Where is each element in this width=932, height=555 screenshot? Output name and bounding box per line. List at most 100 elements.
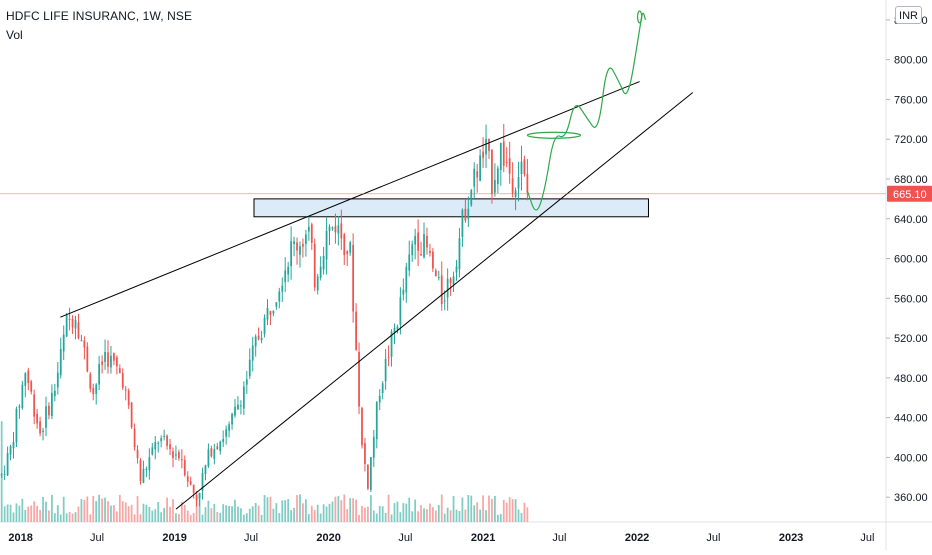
volume-bar bbox=[517, 509, 520, 522]
candle-body bbox=[381, 383, 384, 394]
candle-body bbox=[24, 373, 27, 386]
candle-body bbox=[446, 278, 449, 298]
volume-bar bbox=[434, 510, 437, 522]
volume-bar bbox=[355, 499, 357, 522]
candle-body bbox=[263, 317, 266, 335]
volume-bar bbox=[361, 505, 363, 522]
candle-body bbox=[443, 300, 446, 302]
volume-bar bbox=[343, 494, 346, 522]
volume-bar bbox=[219, 512, 222, 522]
candle-body bbox=[378, 395, 381, 403]
volume-bar bbox=[183, 504, 186, 522]
volume-bar bbox=[390, 514, 393, 522]
candle-body bbox=[517, 176, 520, 189]
volume-bar bbox=[443, 513, 446, 522]
volume-bar bbox=[30, 505, 33, 522]
candle-body bbox=[198, 492, 201, 499]
volume-bar bbox=[420, 505, 422, 522]
candle-body bbox=[101, 361, 103, 365]
time-tick-label: 2023 bbox=[779, 532, 803, 544]
candle-body bbox=[449, 278, 452, 284]
candle-body bbox=[80, 340, 83, 342]
candle-body bbox=[178, 452, 180, 459]
candle-body bbox=[431, 251, 434, 269]
volume-bar bbox=[3, 506, 6, 522]
candle-body bbox=[461, 209, 464, 238]
symbol-legend[interactable]: HDFC LIFE INSURANC, 1W, NSE bbox=[6, 9, 193, 23]
volume-bar bbox=[68, 511, 71, 522]
candle-body bbox=[272, 310, 275, 314]
candle-body bbox=[325, 230, 328, 260]
candle-body bbox=[343, 234, 346, 256]
time-tick-label: Jul bbox=[244, 532, 258, 544]
candle-body bbox=[166, 435, 168, 446]
candle-body bbox=[9, 446, 12, 455]
volume-bar bbox=[39, 510, 41, 522]
candle-body bbox=[86, 346, 89, 372]
candle-body bbox=[68, 318, 71, 320]
candle-body bbox=[53, 390, 56, 397]
candle-body bbox=[219, 441, 222, 452]
volume-bar bbox=[59, 514, 62, 522]
candle-body bbox=[110, 355, 112, 368]
currency-badge[interactable]: INR bbox=[895, 6, 922, 24]
candle-body bbox=[266, 307, 269, 320]
volume-bar bbox=[393, 503, 396, 522]
candle-body bbox=[349, 242, 352, 253]
candle-body bbox=[195, 494, 198, 501]
volume-bar bbox=[290, 510, 293, 522]
candle-body bbox=[62, 334, 65, 352]
volume-bar bbox=[310, 505, 313, 522]
candle-body bbox=[319, 266, 322, 278]
volume-bar bbox=[245, 513, 248, 522]
volume-bar bbox=[364, 507, 366, 522]
candle-body bbox=[142, 468, 145, 483]
volume-bar bbox=[242, 514, 245, 522]
volume-bar bbox=[133, 514, 136, 522]
price-tick-label: 800.00 bbox=[894, 55, 928, 67]
candle-body bbox=[39, 421, 41, 434]
volume-bar bbox=[36, 505, 39, 522]
candle-body bbox=[225, 429, 228, 437]
candle-body bbox=[6, 453, 9, 476]
price-tick-label: 400.00 bbox=[894, 452, 928, 464]
candle-body bbox=[296, 242, 298, 251]
volume-bar bbox=[130, 504, 133, 522]
candle-body bbox=[71, 319, 74, 328]
volume-bar bbox=[526, 507, 529, 522]
candle-body bbox=[384, 358, 387, 382]
volume-bar bbox=[281, 500, 284, 522]
volume-bar bbox=[411, 511, 414, 522]
candle-body bbox=[210, 448, 213, 457]
volume-legend[interactable]: Vol bbox=[6, 28, 23, 42]
volume-bar bbox=[520, 513, 523, 522]
volume-bar bbox=[166, 497, 168, 522]
candle-body bbox=[452, 276, 455, 285]
volume-bar bbox=[272, 508, 275, 522]
volume-bar bbox=[118, 494, 121, 522]
candle-body bbox=[340, 223, 343, 239]
volume-bar bbox=[42, 496, 44, 522]
volume-bar bbox=[180, 502, 183, 522]
volume-bar bbox=[98, 494, 101, 522]
candle-body bbox=[222, 439, 225, 443]
candle-body bbox=[172, 451, 174, 458]
volume-bar bbox=[266, 497, 269, 522]
candle-body bbox=[133, 428, 136, 448]
candle-body bbox=[36, 413, 39, 424]
volume-bar bbox=[139, 514, 142, 522]
volume-bar bbox=[195, 494, 198, 522]
annotation-ellipse bbox=[526, 131, 582, 139]
candle-body bbox=[402, 289, 405, 295]
volume-bar bbox=[110, 505, 112, 522]
candle-body bbox=[334, 226, 337, 233]
volume-bar bbox=[101, 498, 103, 522]
volume-bar bbox=[104, 497, 106, 522]
volume-bar bbox=[367, 506, 369, 522]
volume-bar bbox=[302, 503, 304, 522]
candle-body bbox=[426, 235, 428, 248]
candle-body bbox=[502, 141, 505, 166]
candle-body bbox=[257, 335, 260, 340]
